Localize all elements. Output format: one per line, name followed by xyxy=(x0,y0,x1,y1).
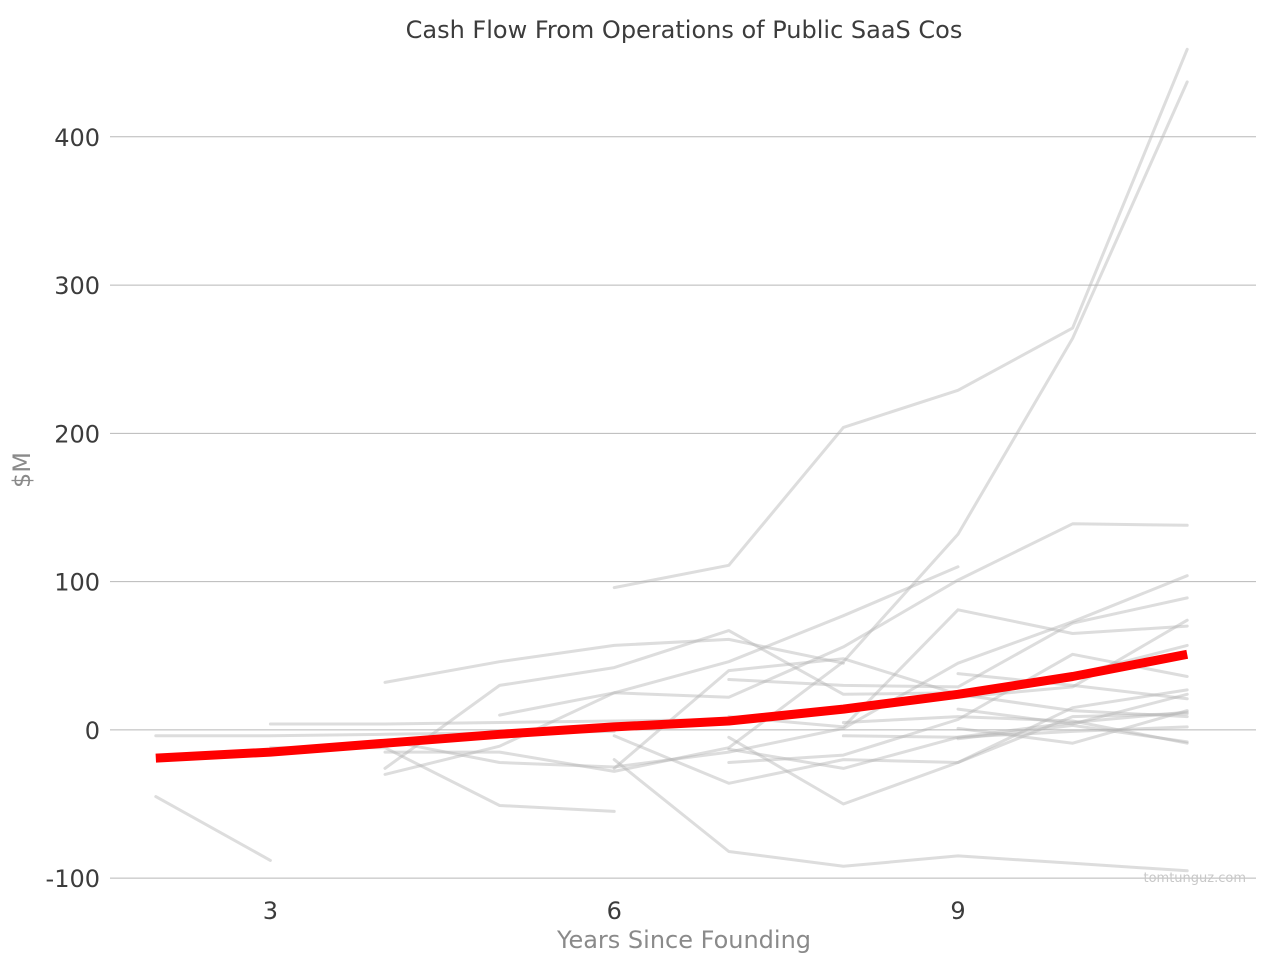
company-line xyxy=(956,692,1189,726)
y-tick-label: 100 xyxy=(54,569,100,597)
company-line xyxy=(612,712,1189,785)
y-tick-label: 300 xyxy=(54,272,100,300)
company-line xyxy=(727,608,1189,729)
y-tick-labels: 400 300 200 100 0 -100 xyxy=(46,124,100,893)
y-tick-label: 200 xyxy=(54,420,100,448)
trend-line xyxy=(155,649,1189,763)
company-line xyxy=(727,710,1189,770)
company-line xyxy=(383,574,1189,769)
x-tick-label: 6 xyxy=(607,897,622,925)
company-line xyxy=(268,746,616,813)
company-line xyxy=(498,522,1189,717)
company-line xyxy=(956,672,1189,701)
x-tick-label: 3 xyxy=(263,897,278,925)
x-tick-label: 9 xyxy=(950,897,965,925)
company-line xyxy=(956,709,1189,745)
trend-series xyxy=(155,649,1189,763)
company-line xyxy=(727,652,1189,764)
company-line xyxy=(383,565,960,776)
company-line xyxy=(841,725,1189,739)
chart-title: Cash Flow From Operations of Public SaaS… xyxy=(406,16,963,44)
y-tick-label: 0 xyxy=(85,717,100,745)
company-line xyxy=(612,657,1189,770)
watermark: tomtunguz.com xyxy=(1143,871,1246,886)
y-axis-label: $M xyxy=(8,452,36,488)
company-line xyxy=(383,80,1189,773)
company-line xyxy=(841,715,1189,745)
gridlines xyxy=(110,136,1256,879)
company-line xyxy=(612,47,1189,590)
company-line xyxy=(727,688,1189,806)
x-tick-labels: 3 6 9 xyxy=(263,897,966,925)
company-line xyxy=(612,758,1189,873)
x-axis-label: Years Since Founding xyxy=(556,926,811,954)
company-line xyxy=(956,723,1189,744)
y-tick-label: 400 xyxy=(54,124,100,152)
company-line xyxy=(727,596,1189,689)
company-series-lines xyxy=(154,47,1189,873)
company-line xyxy=(154,795,272,862)
y-tick-label: -100 xyxy=(46,865,100,893)
company-line xyxy=(383,637,845,684)
